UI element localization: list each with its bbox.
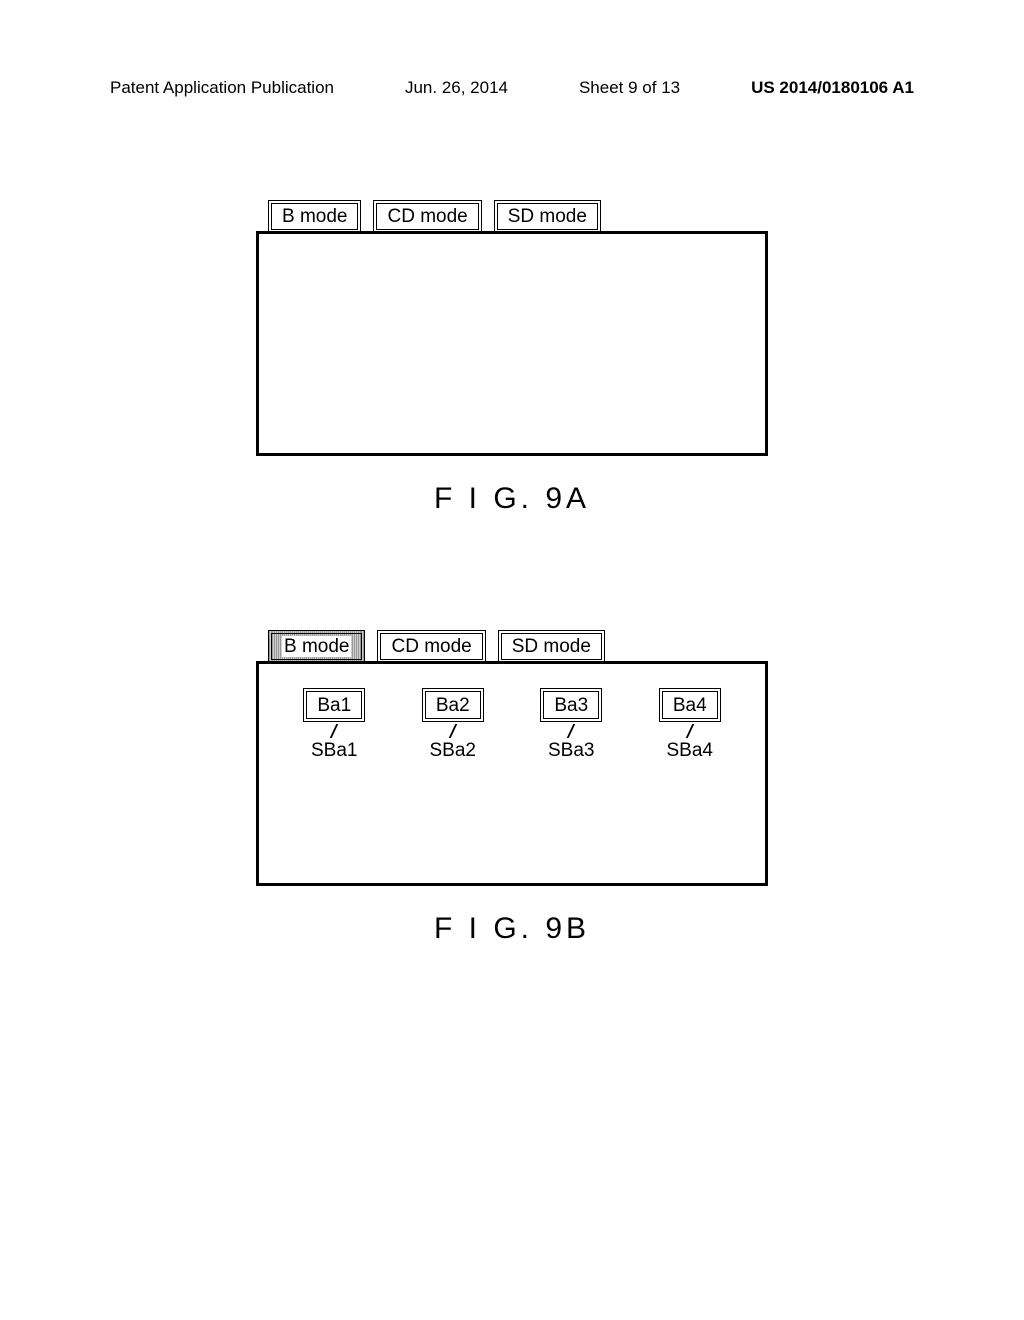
tab-b-mode[interactable]: B mode (268, 200, 361, 233)
sub-label-sba4: SBa4 (667, 740, 713, 762)
tab-cd-mode[interactable]: CD mode (373, 200, 481, 233)
sub-col-4: Ba4 SBa4 (659, 688, 721, 762)
sub-col-3: Ba3 SBa3 (540, 688, 602, 762)
tab-row-9a: B mode CD mode SD mode (268, 200, 768, 233)
panel-9b: Ba1 SBa1 Ba2 SBa2 Ba3 SBa3 Ba4 SBa4 (256, 661, 768, 886)
header-center-date: Jun. 26, 2014 (405, 78, 508, 98)
panel-9a (256, 231, 768, 456)
figure-9b: B mode CD mode SD mode Ba1 SBa1 Ba2 SBa2… (256, 630, 768, 946)
sub-btn-ba1[interactable]: Ba1 (303, 688, 365, 722)
lead-line-icon (448, 724, 463, 738)
sub-label-sba1: SBa1 (311, 740, 357, 762)
caption-9b: F I G. 9B (256, 912, 768, 946)
sub-btn-ba4[interactable]: Ba4 (659, 688, 721, 722)
sub-btn-ba3[interactable]: Ba3 (540, 688, 602, 722)
header-left: Patent Application Publication (110, 78, 334, 98)
lead-line-icon (685, 724, 700, 738)
tab-cd-mode[interactable]: CD mode (377, 630, 485, 663)
caption-9a: F I G. 9A (256, 482, 768, 516)
sub-button-row: Ba1 SBa1 Ba2 SBa2 Ba3 SBa3 Ba4 SBa4 (259, 688, 765, 762)
tab-row-9b: B mode CD mode SD mode (268, 630, 768, 663)
sub-label-sba2: SBa2 (430, 740, 476, 762)
sub-col-1: Ba1 SBa1 (303, 688, 365, 762)
lead-line-icon (567, 724, 582, 738)
sub-label-sba3: SBa3 (548, 740, 594, 762)
header-right: US 2014/0180106 A1 (751, 78, 914, 98)
figure-9a: B mode CD mode SD mode F I G. 9A (256, 200, 768, 516)
tab-sd-mode[interactable]: SD mode (498, 630, 605, 663)
tab-sd-mode[interactable]: SD mode (494, 200, 601, 233)
lead-line-icon (330, 724, 345, 738)
tab-b-mode-selected[interactable]: B mode (268, 630, 365, 663)
patent-header: Patent Application Publication Jun. 26, … (0, 78, 1024, 98)
sub-btn-ba2[interactable]: Ba2 (422, 688, 484, 722)
sub-col-2: Ba2 SBa2 (422, 688, 484, 762)
header-center-sheet: Sheet 9 of 13 (579, 78, 680, 98)
